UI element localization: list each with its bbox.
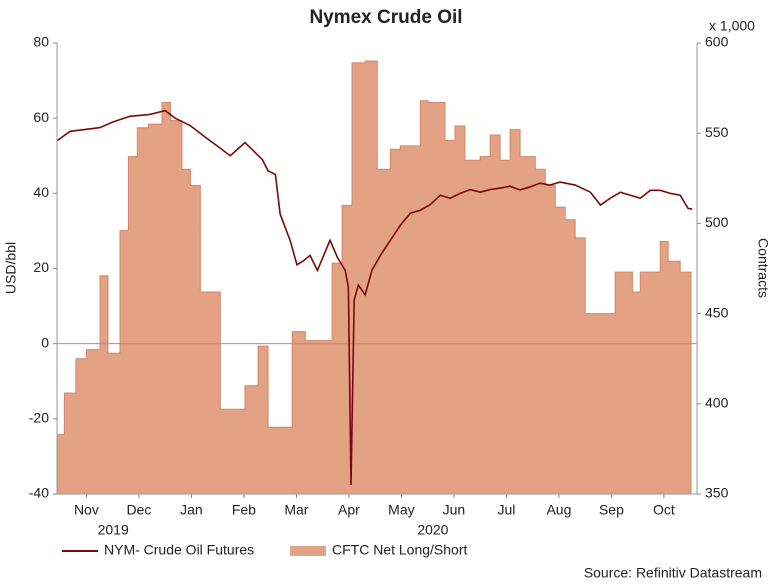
legend-label: CFTC Net Long/Short (332, 542, 467, 558)
y-tick-label: 0 (41, 334, 49, 350)
y2-tick-label: 350 (705, 485, 729, 501)
y2-tick-label: 600 (705, 34, 729, 50)
y-tick-label: 40 (33, 184, 49, 200)
y-tick-label: -20 (29, 410, 49, 426)
source-note: Source: Refinitiv Datastream (584, 565, 762, 581)
x-tick-label: Feb (232, 502, 256, 518)
chart-title: Nymex Crude Oil (309, 7, 462, 28)
y-tick-label: -40 (29, 485, 49, 501)
y-axis-label: USD/bbl (3, 242, 19, 294)
x-tick-label: Apr (338, 502, 360, 518)
y2-tick-label: 450 (705, 304, 729, 320)
x-tick-label: Jun (443, 502, 466, 518)
x-tick-label: May (388, 502, 414, 518)
x-tick-label: Nov (74, 502, 99, 518)
x-tick-label: Mar (284, 502, 308, 518)
y2-unit: x 1,000 (709, 18, 755, 34)
x-tick-label: Jul (497, 502, 515, 518)
year-label: 2020 (417, 522, 448, 538)
y-tick-label: 20 (33, 259, 49, 275)
year-label: 2019 (98, 522, 129, 538)
y2-axis-label: Contracts (755, 238, 771, 298)
y2-tick-label: 550 (705, 124, 729, 140)
y-tick-label: 60 (33, 109, 49, 125)
legend-label: NYM- Crude Oil Futures (104, 542, 254, 558)
y-tick-label: 80 (33, 34, 49, 50)
y2-tick-label: 400 (705, 395, 729, 411)
x-tick-label: Jan (180, 502, 203, 518)
x-tick-label: Aug (546, 502, 571, 518)
x-tick-label: Oct (653, 502, 675, 518)
legend-swatch (290, 546, 326, 556)
x-tick-label: Dec (126, 502, 151, 518)
y2-tick-label: 500 (705, 214, 729, 230)
area (56, 60, 692, 495)
x-tick-label: Sep (599, 502, 624, 518)
line (56, 109, 693, 485)
